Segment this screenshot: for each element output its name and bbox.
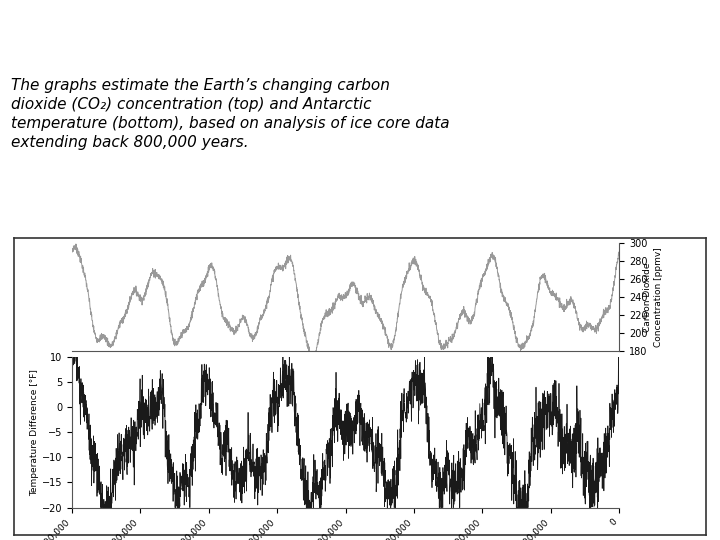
Text: The graphs estimate the Earth’s changing carbon
dioxide (CO₂) concentration (top: The graphs estimate the Earth’s changing… xyxy=(11,78,449,150)
Text: Sample Question: Sample Question xyxy=(227,23,493,50)
Y-axis label: Temperature Difference [°F]: Temperature Difference [°F] xyxy=(30,369,39,496)
Y-axis label: Carbon Dioxide
Concentration [ppmv]: Carbon Dioxide Concentration [ppmv] xyxy=(644,247,663,347)
